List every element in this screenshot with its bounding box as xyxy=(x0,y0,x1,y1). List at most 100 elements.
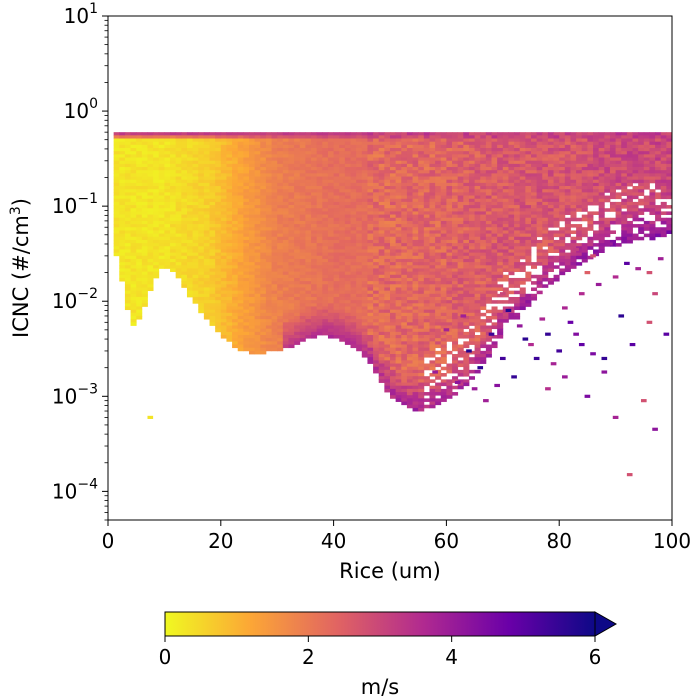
heatmap-cell xyxy=(243,170,250,174)
heatmap-cell xyxy=(175,217,182,222)
heatmap-cell xyxy=(452,132,459,136)
heatmap-cell xyxy=(446,281,453,285)
heatmap-cell xyxy=(423,350,430,355)
heatmap-cell xyxy=(480,144,487,149)
heatmap-cell xyxy=(333,214,340,219)
heatmap-cell xyxy=(294,293,301,298)
heatmap-cell xyxy=(367,303,374,307)
heatmap-cell xyxy=(519,192,526,196)
heatmap-cell xyxy=(373,144,380,149)
heatmap-cell xyxy=(322,151,329,155)
heatmap-cell xyxy=(333,284,340,288)
heatmap-cell xyxy=(384,208,391,212)
heatmap-cell xyxy=(254,220,261,225)
heatmap-cell xyxy=(440,357,447,361)
heatmap-cell xyxy=(542,195,549,200)
heatmap-cell xyxy=(446,392,453,396)
heatmap-cell xyxy=(164,198,171,203)
heatmap-cell xyxy=(158,148,165,152)
heatmap-cell xyxy=(260,144,267,149)
heatmap-cell xyxy=(435,201,442,206)
heatmap-cell xyxy=(175,214,182,219)
heatmap-cell xyxy=(198,255,205,260)
heatmap-cell xyxy=(350,157,357,162)
heatmap-cell xyxy=(429,252,436,257)
heatmap-cell xyxy=(508,243,515,247)
heatmap-cell xyxy=(350,281,357,285)
heatmap-cell xyxy=(209,296,216,301)
heatmap-cell xyxy=(491,151,498,155)
heatmap-cell xyxy=(186,258,193,263)
heatmap-cell xyxy=(215,271,222,276)
heatmap-cell xyxy=(119,265,126,269)
heatmap-cell xyxy=(198,233,205,238)
heatmap-cell xyxy=(209,252,216,257)
heatmap-cell xyxy=(294,287,301,292)
heatmap-cell xyxy=(435,388,442,393)
heatmap-cell xyxy=(344,303,351,307)
heatmap-cell xyxy=(474,315,481,320)
heatmap-cell xyxy=(474,347,481,352)
heatmap-cell xyxy=(203,173,210,177)
heatmap-cell xyxy=(147,176,154,181)
heatmap-cell xyxy=(260,309,267,314)
heatmap-cell xyxy=(350,268,357,273)
heatmap-cell xyxy=(435,312,442,317)
heatmap-cell xyxy=(136,281,143,285)
heatmap-cell xyxy=(243,274,250,279)
heatmap-cell xyxy=(260,296,267,301)
heatmap-cell xyxy=(299,312,306,317)
heatmap-cell xyxy=(181,170,188,174)
heatmap-cell xyxy=(384,230,391,234)
heatmap-cell xyxy=(378,192,385,196)
heatmap-cell xyxy=(406,224,413,228)
heatmap-cell xyxy=(141,249,148,253)
heatmap-cell xyxy=(333,300,340,304)
heatmap-cell xyxy=(480,284,487,288)
heatmap-cell xyxy=(418,243,425,247)
heatmap-cell xyxy=(299,296,306,301)
heatmap-cell xyxy=(390,309,397,314)
heatmap-cell xyxy=(186,227,193,231)
heatmap-cell xyxy=(468,328,475,333)
heatmap-cell xyxy=(277,211,284,215)
heatmap-cell xyxy=(249,227,256,231)
heatmap-cell xyxy=(119,192,126,196)
heatmap-cell xyxy=(305,268,312,273)
heatmap-cell xyxy=(119,255,126,260)
heatmap-cell xyxy=(260,141,267,146)
heatmap-cell xyxy=(339,157,346,162)
heatmap-cell xyxy=(339,236,346,241)
heatmap-cell xyxy=(356,258,363,263)
heatmap-cell xyxy=(502,182,509,187)
heatmap-cell xyxy=(260,201,267,206)
heatmap-cell xyxy=(531,167,538,171)
heatmap-cell xyxy=(440,157,447,162)
heatmap-cell xyxy=(367,148,374,152)
heatmap-cell xyxy=(215,163,222,168)
heatmap-cell xyxy=(514,303,521,307)
heatmap-cell xyxy=(113,252,120,257)
heatmap-cell xyxy=(390,208,397,212)
heatmap-cell xyxy=(311,306,318,311)
heatmap-cell xyxy=(525,220,532,225)
heatmap-cell xyxy=(220,325,227,330)
heatmap-cell xyxy=(265,154,272,158)
heatmap-cell xyxy=(373,350,380,355)
heatmap-cell xyxy=(226,246,233,250)
heatmap-cell xyxy=(491,322,498,326)
heatmap-cell xyxy=(316,255,323,260)
heatmap-cell xyxy=(412,344,419,349)
heatmap-cell xyxy=(147,157,154,162)
heatmap-cell xyxy=(299,319,306,323)
heatmap-cell xyxy=(373,369,380,374)
heatmap-cell xyxy=(215,214,222,219)
heatmap-cell xyxy=(429,388,436,393)
heatmap-cell xyxy=(429,144,436,149)
heatmap-cell xyxy=(350,189,357,193)
heatmap-cell xyxy=(271,195,278,200)
heatmap-cell xyxy=(502,249,509,253)
heatmap-cell xyxy=(220,148,227,152)
heatmap-cell xyxy=(457,290,464,295)
heatmap-cell xyxy=(153,141,160,146)
